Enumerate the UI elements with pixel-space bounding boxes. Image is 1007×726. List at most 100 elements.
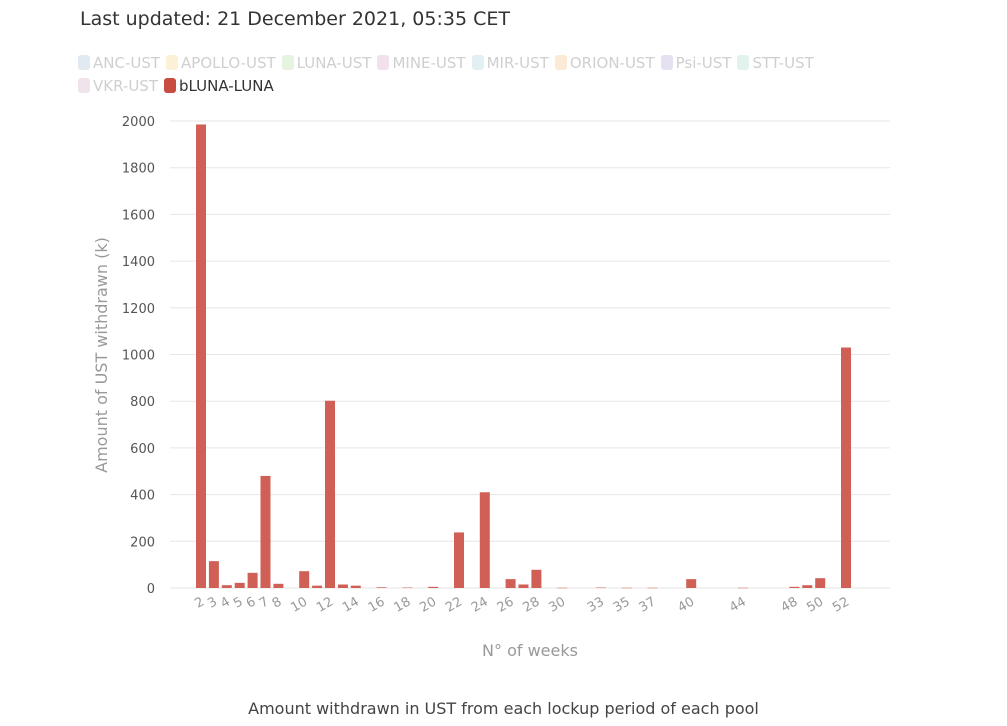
bar-week-5 — [234, 582, 245, 588]
x-tick-label: 6 — [244, 594, 259, 611]
x-tick-label: 3 — [205, 594, 220, 611]
x-tick-label: 22 — [443, 594, 465, 615]
legend-label: MIR-UST — [486, 54, 549, 72]
legend-item-psi-ust[interactable]: Psi-UST — [660, 52, 732, 75]
x-tick-label: 16 — [366, 594, 388, 615]
bar-week-16 — [376, 587, 387, 588]
bar-week-26 — [505, 579, 516, 588]
x-tick-label: 2 — [192, 594, 207, 611]
legend-swatch — [164, 78, 176, 93]
legend-item-anc-ust[interactable]: ANC-UST — [78, 52, 160, 75]
y-tick-label: 600 — [130, 442, 155, 457]
legend-swatch — [471, 55, 484, 70]
bar-week-14 — [350, 585, 361, 588]
x-tick-label: 12 — [314, 594, 336, 615]
x-tick-label: 28 — [521, 594, 543, 615]
legend-label: MINE-UST — [392, 54, 466, 72]
last-updated-text: Last updated: 21 December 2021, 05:35 CE… — [80, 8, 510, 30]
legend-swatch — [78, 78, 90, 93]
y-tick-label: 200 — [130, 535, 155, 550]
legend-item-luna-ust[interactable]: LUNA-UST — [281, 52, 372, 75]
x-tick-label: 44 — [727, 594, 749, 615]
bar-week-8 — [273, 583, 284, 588]
legend-swatch — [737, 55, 750, 70]
bar-week-22 — [454, 532, 464, 588]
x-tick-label: 26 — [495, 594, 517, 615]
legend-label: VKR-UST — [93, 77, 158, 95]
x-tick-label: 30 — [546, 594, 568, 615]
y-tick-label: 2000 — [122, 115, 155, 130]
bar-week-7 — [260, 475, 271, 588]
legend-item-mine-ust[interactable]: MINE-UST — [377, 52, 466, 75]
y-tick-label: 400 — [130, 489, 155, 504]
legend-label: bLUNA-LUNA — [179, 77, 274, 95]
bar-week-11 — [312, 585, 323, 588]
legend-label: ORION-UST — [569, 54, 655, 72]
y-tick-label: 1000 — [122, 349, 155, 364]
legend-label: APOLLO-UST — [181, 54, 276, 72]
legend-item-apollo-ust[interactable]: APOLLO-UST — [166, 52, 276, 75]
bar-week-48 — [789, 586, 800, 588]
x-axis-title: N° of weeks — [482, 641, 578, 660]
x-tick-label: 8 — [270, 594, 285, 611]
bar-week-27 — [518, 584, 529, 588]
chart-caption: Amount withdrawn in UST from each lockup… — [248, 699, 759, 718]
legend-item-orion-ust[interactable]: ORION-UST — [554, 52, 655, 75]
bar-week-49 — [802, 585, 813, 588]
bar-week-37 — [647, 587, 658, 589]
legend-swatch — [377, 55, 390, 70]
bar-week-24 — [479, 492, 490, 588]
bar-week-40 — [686, 579, 697, 588]
bar-week-52 — [841, 347, 851, 588]
y-tick-label: 1200 — [122, 302, 155, 317]
bar-week-4 — [221, 585, 232, 588]
x-tick-label: 24 — [469, 594, 491, 615]
x-tick-label: 35 — [611, 594, 633, 615]
y-tick-label: 1400 — [122, 255, 155, 270]
x-tick-label: 20 — [417, 594, 439, 615]
legend-label: ANC-UST — [93, 54, 161, 72]
legend-label: Psi-UST — [675, 54, 732, 72]
legend-item-bluna-luna[interactable]: bLUNA-LUNA — [164, 75, 274, 98]
chart-legend: ANC-UST APOLLO-UST LUNA-UST MINE-UST MIR-UST… — [78, 52, 838, 98]
legend-swatch — [281, 55, 294, 70]
x-tick-label: 52 — [830, 594, 852, 615]
legend-label: STT-UST — [752, 54, 814, 72]
bar-week-6 — [247, 572, 258, 588]
bar-week-50 — [815, 578, 826, 588]
bar-week-20 — [428, 586, 439, 588]
y-tick-label: 1600 — [122, 208, 155, 223]
legend-swatch — [166, 55, 179, 70]
x-tick-label: 10 — [288, 594, 310, 615]
x-tick-label: 14 — [340, 594, 362, 615]
legend-item-mir-ust[interactable]: MIR-UST — [471, 52, 549, 75]
bar-week-33 — [595, 587, 606, 589]
legend-swatch — [660, 55, 673, 70]
legend-swatch — [78, 55, 90, 70]
bar-week-12 — [325, 400, 335, 588]
y-tick-label: 1800 — [122, 162, 155, 177]
x-tick-label: 18 — [392, 594, 414, 615]
bar-week-44 — [737, 587, 748, 589]
x-tick-label: 4 — [218, 594, 233, 611]
bar-week-10 — [299, 571, 310, 588]
legend-label: LUNA-UST — [296, 54, 372, 72]
legend-swatch — [554, 55, 567, 70]
bar-week-3 — [208, 561, 219, 588]
x-tick-label: 5 — [231, 594, 246, 611]
legend-item-vkr-ust[interactable]: VKR-UST — [78, 75, 158, 98]
bar-week-28 — [531, 569, 542, 588]
x-tick-label: 37 — [637, 594, 659, 615]
bar-week-18 — [402, 587, 413, 589]
bar-week-2 — [196, 124, 206, 588]
bar-week-35 — [621, 587, 632, 589]
legend-item-stt-ust[interactable]: STT-UST — [737, 52, 814, 75]
y-axis-title: Amount of UST withdrawn (k) — [92, 237, 111, 473]
x-tick-label: 7 — [257, 594, 272, 611]
bar-week-30 — [557, 587, 568, 589]
y-tick-label: 0 — [147, 582, 155, 597]
x-tick-label: 50 — [804, 594, 826, 615]
bar-week-13 — [337, 584, 348, 588]
x-tick-label: 40 — [675, 594, 697, 615]
